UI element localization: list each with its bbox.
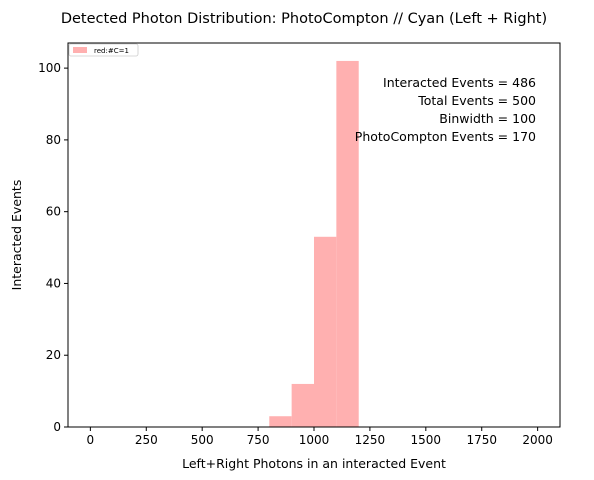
y-tick-label: 100 <box>38 61 61 75</box>
y-tick-label: 80 <box>46 133 61 147</box>
x-tick-label: 0 <box>87 433 95 447</box>
stats-annotation-2: Binwidth = 100 <box>439 111 536 126</box>
y-tick-label: 40 <box>46 276 61 290</box>
x-tick-label: 1750 <box>466 433 497 447</box>
x-tick-label: 1000 <box>299 433 330 447</box>
legend-swatch <box>73 47 87 53</box>
axis-ticks: 0 250 500 750 1000 1250 1500 1750 2000 0 20 40 60 80 1… <box>38 61 553 447</box>
histogram-bars <box>269 60 359 428</box>
x-tick-label: 750 <box>247 433 270 447</box>
histogram-bar-0 <box>269 416 292 427</box>
legend: red:#C=1 <box>68 43 139 57</box>
histogram-bar-1 <box>291 383 314 427</box>
legend-label: red:#C=1 <box>94 47 129 55</box>
y-tick-label: 20 <box>46 348 61 362</box>
stats-annotation-1: Total Events = 500 <box>417 93 536 108</box>
x-axis-label: Left+Right Photons in an interacted Even… <box>182 456 446 471</box>
x-tick-label: 1250 <box>355 433 386 447</box>
stats-annotation-3: PhotoCompton Events = 170 <box>355 129 536 144</box>
stats-annotations: Interacted Events = 486 Total Events = 50… <box>355 75 536 144</box>
x-tick-label: 2000 <box>522 433 553 447</box>
x-tick-label: 250 <box>135 433 158 447</box>
x-tick-label: 500 <box>191 433 214 447</box>
stats-annotation-0: Interacted Events = 486 <box>383 75 536 90</box>
y-tick-label: 60 <box>46 205 61 219</box>
chart-title: Detected Photon Distribution: PhotoCompt… <box>61 11 547 27</box>
histogram-bar-2 <box>314 236 337 427</box>
y-axis-label: Interacted Events <box>9 180 24 291</box>
histogram-bar-3 <box>336 60 359 428</box>
x-tick-label: 1500 <box>411 433 442 447</box>
y-tick-label: 0 <box>53 420 61 434</box>
